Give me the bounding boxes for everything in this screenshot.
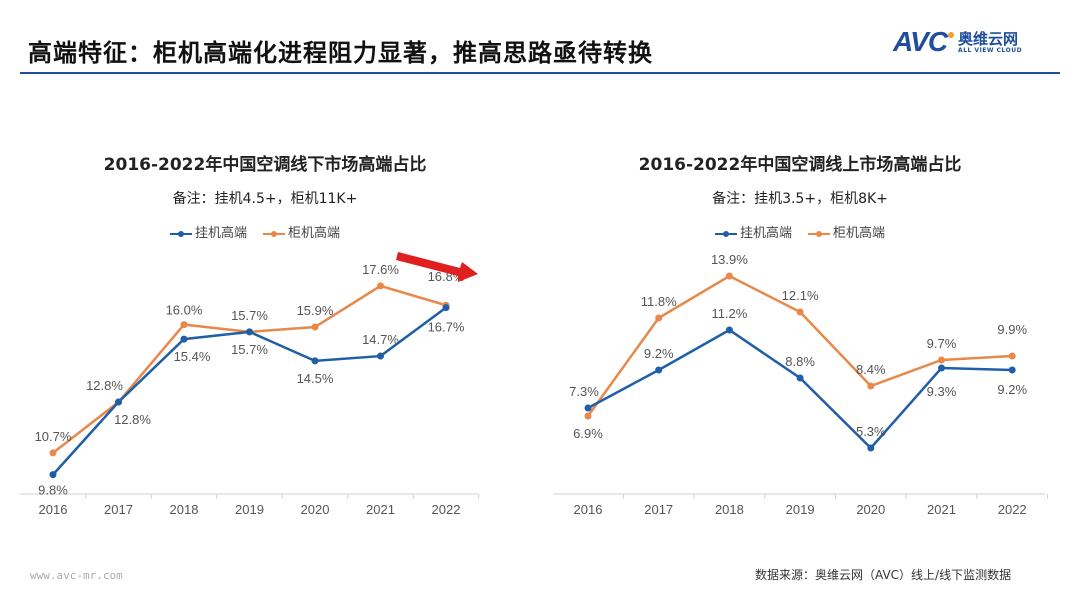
- data-label: 16.7%: [428, 320, 465, 335]
- footer-url: www.avc-mr.com: [30, 569, 123, 582]
- data-point: [655, 314, 663, 322]
- data-point: [725, 272, 733, 280]
- data-label: 15.7%: [231, 308, 268, 323]
- legend-online: 挂机高端 柜机高端: [580, 222, 1020, 241]
- data-point: [180, 335, 188, 343]
- data-point: [311, 323, 319, 331]
- data-point: [938, 356, 945, 364]
- data-point: [938, 364, 945, 372]
- legend-offline: 挂机高端 柜机高端: [35, 222, 475, 241]
- data-point: [49, 449, 57, 457]
- data-label: 16.0%: [166, 303, 203, 318]
- data-label: 5.3%: [856, 424, 886, 439]
- avc-logo: AVC 奥维云网 ALL VIEW CLOUD: [893, 26, 1022, 58]
- logo-en: ALL VIEW CLOUD: [958, 46, 1023, 54]
- data-label: 10.7%: [35, 429, 72, 444]
- data-label: 9.2%: [644, 346, 674, 361]
- data-label: 14.7%: [362, 332, 399, 347]
- data-label: 11.2%: [711, 306, 747, 321]
- legend-item-orange: 柜机高端: [263, 222, 340, 241]
- data-label: 11.8%: [641, 294, 677, 309]
- x-tick-label: 2021: [927, 502, 956, 517]
- data-label: 15.9%: [297, 303, 334, 318]
- data-point: [246, 328, 253, 336]
- x-tick-label: 2017: [644, 502, 673, 517]
- data-point: [584, 412, 592, 420]
- legend-label: 挂机高端: [194, 226, 247, 241]
- red-arrow-icon: [396, 252, 478, 282]
- data-point: [867, 382, 875, 390]
- data-point: [180, 321, 188, 329]
- data-point: [442, 304, 450, 312]
- data-label: 14.5%: [297, 371, 334, 386]
- legend-label: 柜机高端: [288, 226, 341, 241]
- data-label: 9.2%: [997, 382, 1027, 397]
- data-label: 7.3%: [569, 384, 599, 399]
- data-point: [115, 398, 122, 406]
- data-point: [867, 444, 875, 452]
- x-tick-label: 2022: [432, 502, 461, 517]
- data-point: [796, 308, 804, 316]
- legend-item-orange: 柜机高端: [808, 222, 885, 241]
- data-label: 8.4%: [856, 362, 886, 377]
- logo-cn: 奥维云网: [958, 29, 1019, 48]
- data-point: [725, 326, 733, 334]
- x-tick-label: 2020: [856, 502, 885, 517]
- chart-title-online: 2016-2022年中国空调线上市场高端占比: [638, 155, 962, 175]
- data-label: 15.7%: [231, 342, 268, 357]
- chart-title-offline: 2016-2022年中国空调线下市场高端占比: [103, 155, 427, 175]
- header-rule: [20, 72, 1060, 74]
- footer-source: 数据来源：奥维云网（AVC）线上/线下监测数据: [755, 568, 1012, 582]
- data-point: [377, 282, 384, 290]
- x-tick-label: 2017: [104, 502, 133, 517]
- legend-label: 柜机高端: [833, 226, 886, 241]
- page-title: 高端特征：柜机高端化进程阻力显著，推高思路亟待转换: [28, 39, 653, 67]
- data-label: 12.8%: [114, 412, 151, 427]
- x-tick-label: 2019: [786, 502, 815, 517]
- data-point: [655, 366, 663, 374]
- data-label: 8.8%: [785, 354, 815, 369]
- data-label: 12.8%: [86, 378, 123, 393]
- data-label: 9.7%: [927, 336, 957, 351]
- x-tick-label: 2022: [998, 502, 1027, 517]
- chart-note-online: 备注：挂机3.5+，柜机8K+: [712, 191, 888, 207]
- x-tick-label: 2016: [39, 502, 68, 517]
- x-tick-label: 2021: [366, 502, 395, 517]
- legend-label: 挂机高端: [739, 226, 792, 241]
- data-point: [1008, 352, 1016, 360]
- x-tick-label: 2019: [235, 502, 264, 517]
- x-tick-label: 2018: [170, 502, 199, 517]
- data-label: 15.4%: [174, 349, 211, 364]
- x-tick-label: 2018: [715, 502, 744, 517]
- legend-item-blue: 挂机高端: [714, 222, 792, 241]
- data-point: [377, 352, 384, 360]
- data-label: 12.1%: [782, 288, 819, 303]
- data-label: 9.3%: [927, 384, 957, 399]
- data-label: 17.6%: [362, 262, 399, 277]
- logo-dot: [948, 32, 955, 38]
- data-point: [49, 471, 57, 479]
- data-label: 13.9%: [711, 252, 748, 267]
- logo-text: AVC: [893, 26, 948, 57]
- x-tick-label: 2020: [301, 502, 330, 517]
- data-point: [584, 404, 592, 412]
- data-label: 9.8%: [38, 483, 68, 498]
- chart-note-offline: 备注：挂机4.5+，柜机11K+: [172, 191, 358, 207]
- data-point: [311, 357, 319, 365]
- data-label: 9.9%: [997, 322, 1027, 337]
- data-label: 6.9%: [573, 426, 603, 441]
- x-tick-label: 2016: [574, 502, 603, 517]
- data-point: [1008, 366, 1016, 374]
- data-point: [796, 374, 804, 382]
- legend-item-blue: 挂机高端: [169, 222, 247, 241]
